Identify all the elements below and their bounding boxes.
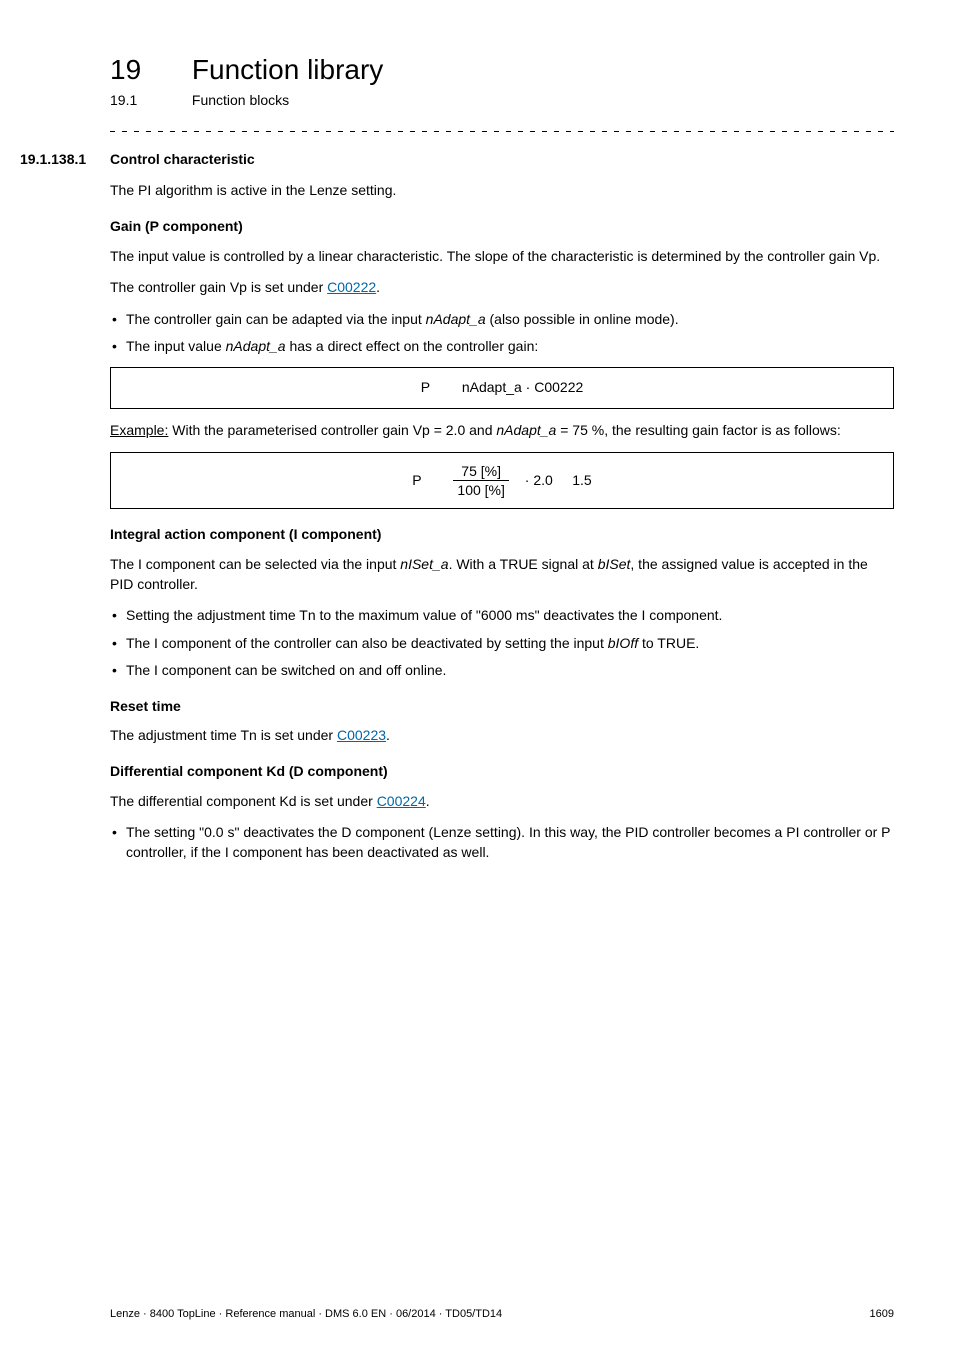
diff-para-post: . [426, 793, 430, 809]
integral-bullet-2: The I component of the controller can al… [110, 634, 894, 654]
example-pre: With the parameterised controller gain V… [168, 422, 496, 438]
subsection-number: 19.1 [110, 91, 188, 111]
integral-para: The I component can be selected via the … [110, 555, 894, 594]
formula2-den: 100 [%] [453, 480, 508, 498]
example-italic: nAdapt_a [496, 422, 556, 438]
reset-para: The adjustment time Tn is set under C002… [110, 726, 894, 746]
formula2-fraction: 75 [%] 100 [%] [453, 463, 508, 498]
section-title: Function library [192, 50, 383, 89]
formula2-num: 75 [%] [457, 463, 505, 480]
integral-bullet-2-pre: The I component of the controller can al… [126, 635, 608, 651]
diff-para: The differential component Kd is set und… [110, 792, 894, 812]
formula2-lhs: P [412, 471, 421, 491]
diff-bullet-1: The setting "0.0 s" deactivates the D co… [110, 823, 894, 862]
integral-para-it1: nISet_a [400, 556, 448, 572]
formula1-rhs: nAdapt_a · C00222 [462, 378, 583, 398]
gain-bullets: The controller gain can be adapted via t… [110, 310, 894, 357]
integral-para-pre: The I component can be selected via the … [110, 556, 400, 572]
footer-page-number: 1609 [870, 1307, 894, 1322]
reset-para-post: . [386, 727, 390, 743]
page-footer: Lenze · 8400 TopLine · Reference manual … [110, 1307, 894, 1322]
integral-bullet-2-post: to TRUE. [638, 635, 699, 651]
formula-box-2: P 75 [%] 100 [%] · 2.0 1.5 [110, 452, 894, 509]
diff-heading: Differential component Kd (D component) [110, 762, 894, 782]
gain-para-2-pre: The controller gain Vp is set under [110, 279, 327, 295]
reset-heading: Reset time [110, 697, 894, 717]
section-number: 19 [110, 50, 188, 89]
clause-number: 19.1.138.1 [20, 150, 110, 170]
gain-bullet-1-italic: nAdapt_a [426, 311, 486, 327]
footer-left: Lenze · 8400 TopLine · Reference manual … [110, 1307, 502, 1322]
link-c00223[interactable]: C00223 [337, 727, 386, 743]
integral-para-mid: . With a TRUE signal at [449, 556, 598, 572]
gain-para-2: The controller gain Vp is set under C002… [110, 278, 894, 298]
integral-para-it2: bISet [598, 556, 631, 572]
gain-bullet-1-pre: The controller gain can be adapted via t… [126, 311, 426, 327]
clause-title: Control characteristic [110, 151, 255, 167]
formula-box-1: P nAdapt_a · C00222 [110, 367, 894, 409]
gain-bullet-2-pre: The input value [126, 338, 226, 354]
divider-dashed [110, 131, 894, 132]
subsection-title: Function blocks [192, 91, 289, 111]
example-label: Example: [110, 422, 168, 438]
intro-paragraph: The PI algorithm is active in the Lenze … [110, 181, 894, 201]
integral-bullet-1: Setting the adjustment time Tn to the ma… [110, 606, 894, 626]
integral-bullets: Setting the adjustment time Tn to the ma… [110, 606, 894, 681]
gain-bullet-1-post: (also possible in online mode). [486, 311, 679, 327]
example-post: = 75 %, the resulting gain factor is as … [556, 422, 840, 438]
gain-para-2-post: . [376, 279, 380, 295]
reset-para-pre: The adjustment time Tn is set under [110, 727, 337, 743]
gain-bullet-1: The controller gain can be adapted via t… [110, 310, 894, 330]
link-c00222[interactable]: C00222 [327, 279, 376, 295]
integral-bullet-3: The I component can be switched on and o… [110, 661, 894, 681]
formula1-lhs: P [421, 378, 430, 398]
diff-bullets: The setting "0.0 s" deactivates the D co… [110, 823, 894, 862]
gain-bullet-2-italic: nAdapt_a [226, 338, 286, 354]
gain-heading: Gain (P component) [110, 217, 894, 237]
formula2-rest: · 2.0 1.5 [521, 471, 592, 491]
gain-bullet-2-post: has a direct effect on the controller ga… [286, 338, 539, 354]
example-paragraph: Example: With the parameterised controll… [110, 421, 894, 441]
gain-para-1: The input value is controlled by a linea… [110, 247, 894, 267]
integral-bullet-2-it: bIOff [608, 635, 638, 651]
gain-bullet-2: The input value nAdapt_a has a direct ef… [110, 337, 894, 357]
link-c00224[interactable]: C00224 [377, 793, 426, 809]
integral-heading: Integral action component (I component) [110, 525, 894, 545]
diff-para-pre: The differential component Kd is set und… [110, 793, 377, 809]
